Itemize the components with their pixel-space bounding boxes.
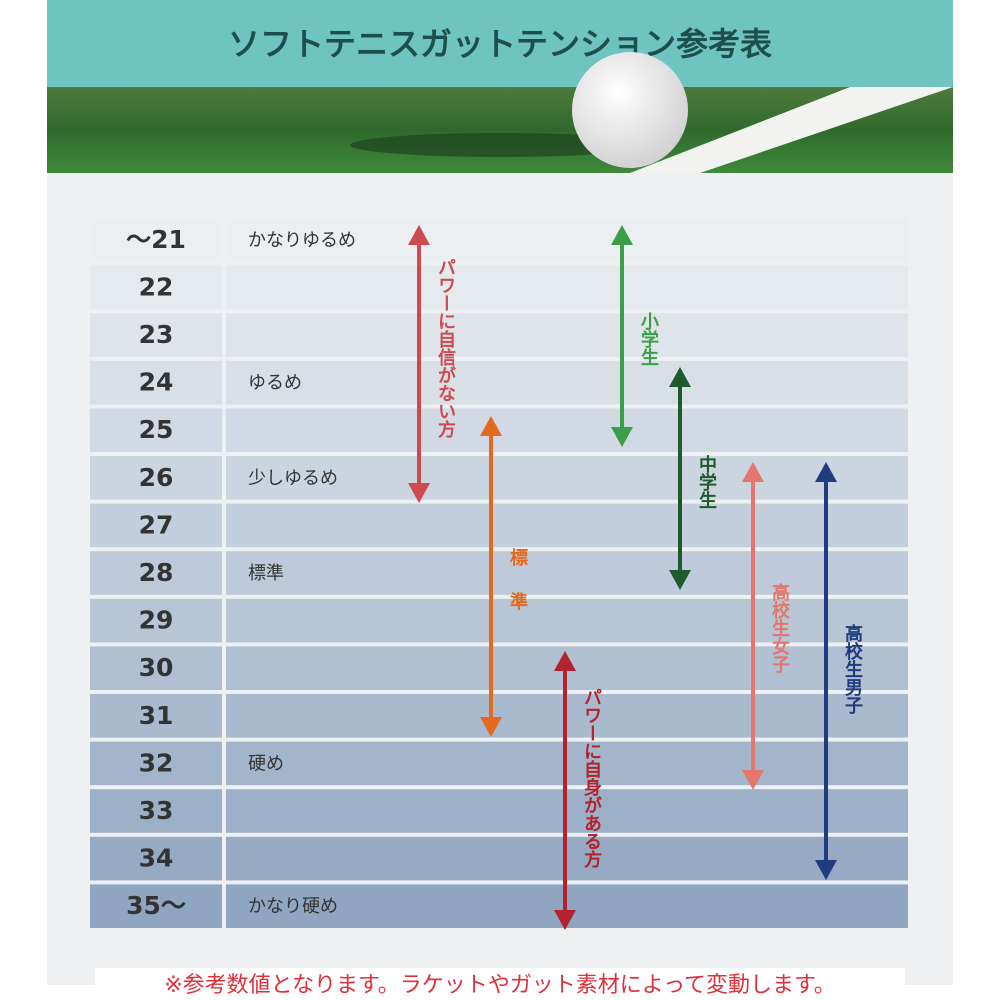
tension-cell <box>90 884 222 928</box>
description-cell <box>226 313 908 357</box>
tension-label: ～21 <box>126 225 186 254</box>
tension-label: 25 <box>139 415 174 444</box>
tension-label: 31 <box>139 701 174 730</box>
arrow-label: パワーに自身がある方 <box>581 688 602 869</box>
tension-cell <box>90 408 222 452</box>
tension-cell <box>90 646 222 690</box>
tension-label: 27 <box>139 510 174 539</box>
tension-label: 22 <box>139 272 174 301</box>
arrow-head <box>669 367 691 387</box>
arrow-head <box>611 427 633 447</box>
tension-cell <box>90 598 222 643</box>
arrow-head <box>408 483 430 503</box>
description-cell <box>226 218 908 262</box>
tension-label: 26 <box>139 463 174 492</box>
arrow-label: 高校生男子 <box>842 623 863 714</box>
tension-cell <box>90 836 222 881</box>
tension-label: 24 <box>139 368 174 397</box>
description-cell <box>226 598 908 643</box>
arrow-label: 高校生女子 <box>769 582 790 673</box>
arrow-head <box>480 416 502 436</box>
arrow-head <box>742 770 764 790</box>
description-cell <box>226 503 908 548</box>
tension-label: 28 <box>139 558 174 587</box>
description-label: かなり硬め <box>248 896 338 917</box>
arrow-head <box>554 910 576 930</box>
arrow-head <box>815 462 837 482</box>
description-label: 硬め <box>248 753 284 774</box>
arrow-head <box>611 225 633 245</box>
arrow-head <box>815 860 837 880</box>
ball <box>572 52 688 168</box>
description-label: ゆるめ <box>248 373 302 394</box>
description-label: 標準 <box>248 563 284 584</box>
description-cell <box>226 408 908 452</box>
tension-cell <box>90 265 222 310</box>
arrow-label: 小学生 <box>638 312 659 366</box>
arrow-label: パワーに自信がない方 <box>435 258 456 439</box>
tension-cell <box>90 789 222 833</box>
tension-label: 30 <box>139 653 174 682</box>
tension-cell <box>90 360 222 405</box>
header-band <box>47 0 953 87</box>
arrow-head <box>480 717 502 737</box>
description-cell <box>226 456 908 500</box>
arrow-label: 中学生 <box>696 454 717 509</box>
tension-cell <box>90 313 222 357</box>
arrow-head <box>742 462 764 482</box>
title: ソフトテニスガットテンション参考表 <box>228 25 772 63</box>
tension-label: 32 <box>139 748 174 777</box>
tension-cell <box>90 456 222 500</box>
footnote-box <box>95 968 905 1000</box>
description-label: かなりゆるめ <box>248 230 356 251</box>
footnote: ※参考数値となります。ラケットやガット素材によって変動します。 <box>164 973 836 998</box>
arrow-label: 標準 <box>507 547 528 636</box>
description-cell <box>226 551 908 595</box>
tension-label: 35～ <box>126 891 186 920</box>
tension-cell <box>90 551 222 595</box>
arrow-head <box>554 651 576 671</box>
ball-shadow <box>350 133 650 157</box>
arrow-head <box>669 570 691 590</box>
tension-cell <box>90 694 222 738</box>
table: ～21 かなりゆるめ 22 23 24 ゆるめ 25 26 少しゆるめ 27 28 標準 29 30 31 3… <box>90 218 908 928</box>
tension-label: 33 <box>139 796 174 825</box>
court-line <box>630 87 953 173</box>
description-cell <box>226 360 908 405</box>
tension-label: 34 <box>139 844 174 873</box>
description-label: 少しゆるめ <box>248 468 338 489</box>
tension-label: 29 <box>139 606 174 635</box>
tension-label: 23 <box>139 320 174 349</box>
tension-cell <box>90 218 222 262</box>
tension-cell <box>90 503 222 548</box>
description-cell <box>226 265 908 310</box>
tension-cell <box>90 741 222 786</box>
arrow-head <box>408 225 430 245</box>
